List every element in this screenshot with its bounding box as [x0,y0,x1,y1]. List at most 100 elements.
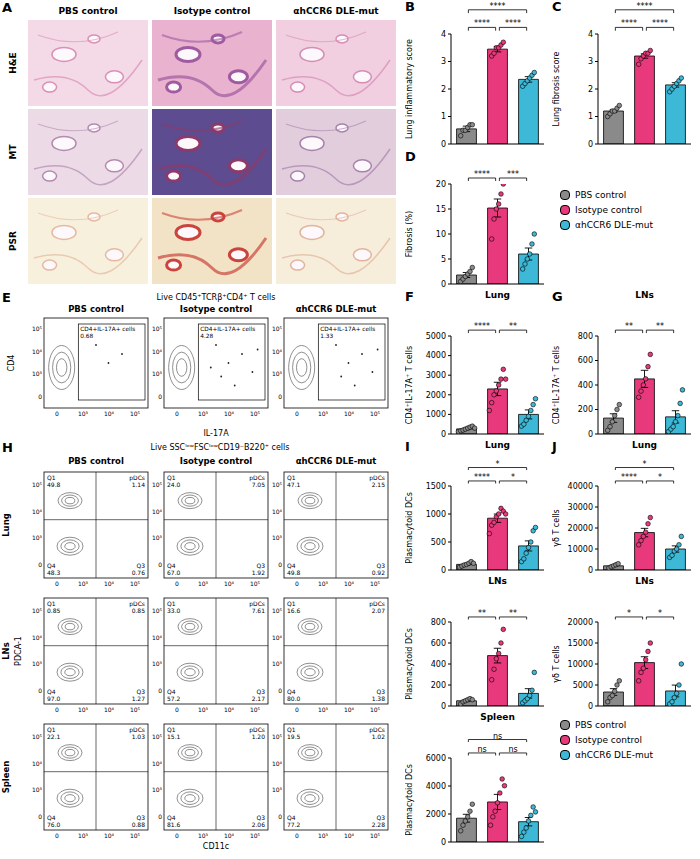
svg-text:81.6: 81.6 [167,821,181,828]
svg-text:0: 0 [158,687,162,694]
svg-text:10³: 10³ [272,660,283,667]
svg-text:15.1: 15.1 [167,733,181,740]
svg-text:10⁴: 10⁴ [224,410,235,417]
svg-text:76.0: 76.0 [47,821,61,828]
svg-text:Q3: Q3 [256,814,265,821]
svg-text:3000: 3000 [426,371,446,380]
svg-text:10: 10 [436,230,446,239]
svg-text:400: 400 [578,381,593,390]
svg-text:1: 1 [441,112,446,121]
svg-text:*: * [627,609,631,618]
svg-text:Isotype control: Isotype control [174,6,251,16]
svg-text:0: 0 [588,140,593,149]
svg-text:10³: 10³ [152,660,163,667]
svg-text:*: * [511,473,515,482]
svg-text:0: 0 [441,702,446,711]
svg-text:**: ** [509,322,517,331]
svg-text:H: H [2,440,13,455]
svg-text:Q3: Q3 [136,814,145,821]
svg-text:2: 2 [588,85,593,94]
svg-text:Plasmacytoid DCs: Plasmacytoid DCs [405,764,414,836]
svg-text:CD4: CD4 [7,355,16,372]
svg-text:1.02: 1.02 [372,733,386,740]
svg-text:10⁵: 10⁵ [130,832,141,839]
svg-text:Lung inflammatory score: Lung inflammatory score [405,39,414,139]
svg-text:0: 0 [295,832,299,839]
svg-text:10³: 10³ [32,660,43,667]
svg-text:30000: 30000 [568,503,593,512]
svg-text:H&E: H&E [8,52,18,74]
svg-text:Isotype control: Isotype control [180,304,252,314]
svg-text:CD4+IL-17A+ cells: CD4+IL-17A+ cells [320,326,375,332]
svg-text:1.14: 1.14 [132,481,146,488]
svg-text:10³: 10³ [152,370,163,377]
svg-text:Q4: Q4 [47,562,56,569]
svg-text:10³: 10³ [318,706,329,713]
svg-text:4: 4 [441,30,446,39]
svg-text:1500: 1500 [426,482,446,491]
svg-text:*: * [658,609,662,618]
svg-text:****: **** [652,19,668,28]
svg-text:*: * [658,473,662,482]
svg-text:1.27: 1.27 [132,695,146,702]
svg-text:ns: ns [477,745,486,754]
svg-text:1.38: 1.38 [372,695,386,702]
svg-text:10⁵: 10⁵ [250,410,261,417]
svg-text:10000: 10000 [568,545,593,554]
svg-text:80.0: 80.0 [287,695,301,702]
svg-text:10⁴: 10⁴ [32,348,43,355]
svg-text:600: 600 [578,356,593,365]
svg-text:10³: 10³ [198,706,209,713]
svg-text:Q4: Q4 [167,814,176,821]
svg-text:**: ** [656,322,664,331]
svg-text:Q1: Q1 [167,474,176,481]
svg-text:****: **** [621,473,637,482]
svg-text:****: **** [474,170,490,179]
svg-text:0.76: 0.76 [132,569,146,576]
svg-text:10³: 10³ [198,410,209,417]
svg-text:10⁴: 10⁴ [224,706,235,713]
svg-text:10⁵: 10⁵ [272,325,283,332]
svg-text:CD4⁺IL-17A⁺ T cells: CD4⁺IL-17A⁺ T cells [552,346,561,424]
svg-text:4000: 4000 [426,351,446,360]
svg-text:0: 0 [588,430,593,439]
svg-text:10⁴: 10⁴ [152,508,163,515]
svg-text:19.5: 19.5 [287,733,301,740]
svg-text:0: 0 [158,813,162,820]
svg-text:ns: ns [508,745,517,754]
svg-text:10⁴: 10⁴ [272,348,283,355]
svg-text:IL-17A: IL-17A [203,429,229,438]
svg-text:****: **** [490,2,506,11]
svg-text:Q4: Q4 [47,688,56,695]
svg-text:2000: 2000 [426,391,446,400]
svg-text:10³: 10³ [78,832,89,839]
svg-text:PSR: PSR [8,231,18,251]
svg-text:Q3: Q3 [376,562,385,569]
svg-text:10⁵: 10⁵ [272,607,283,614]
svg-text:0: 0 [175,832,179,839]
svg-text:10³: 10³ [198,832,209,839]
svg-text:2.28: 2.28 [372,821,386,828]
svg-text:10³: 10³ [152,786,163,793]
svg-text:1000: 1000 [426,510,446,519]
svg-text:Live CD45⁺TCRβ⁺CD4⁺ T cells: Live CD45⁺TCRβ⁺CD4⁺ T cells [157,293,276,302]
svg-text:2.07: 2.07 [372,607,386,614]
svg-text:10⁴: 10⁴ [344,706,355,713]
svg-text:0.88: 0.88 [132,821,146,828]
svg-text:LNs: LNs [1,642,11,660]
svg-text:1.33: 1.33 [320,333,333,339]
svg-text:10⁴: 10⁴ [32,760,43,767]
svg-text:400: 400 [431,660,446,669]
svg-text:10⁵: 10⁵ [370,832,381,839]
svg-text:3: 3 [441,57,446,66]
svg-text:10⁵: 10⁵ [130,580,141,587]
svg-text:10³: 10³ [272,786,283,793]
svg-text:7.05: 7.05 [252,481,266,488]
svg-text:10⁵: 10⁵ [272,733,283,740]
svg-text:Q4: Q4 [287,688,296,695]
svg-text:αhCCR6 DLE-mut: αhCCR6 DLE-mut [296,304,377,314]
svg-text:800: 800 [431,618,446,627]
svg-text:10⁵: 10⁵ [272,481,283,488]
svg-text:CD11c: CD11c [203,842,229,851]
svg-text:10⁵: 10⁵ [370,706,381,713]
